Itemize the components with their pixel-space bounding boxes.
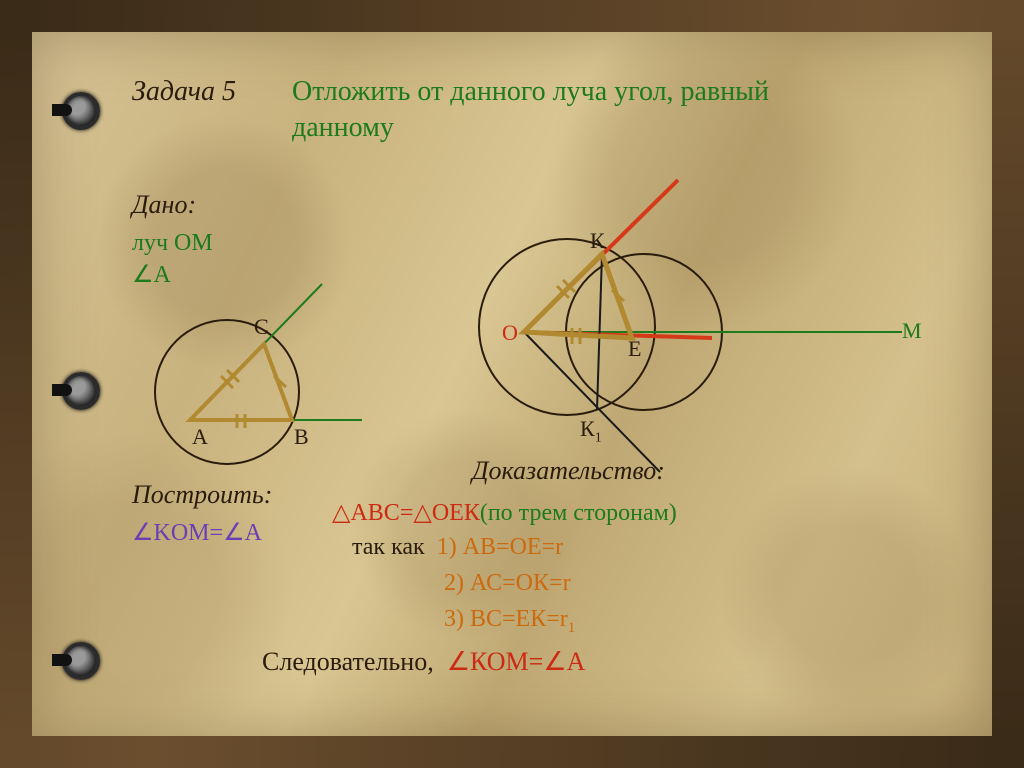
- triangle-oek: [524, 254, 632, 338]
- label-k1-letter: К: [580, 416, 595, 441]
- label-b: В: [294, 424, 309, 450]
- proof-triangles: △АВС=△ОЕК(по трем сторонам): [332, 498, 677, 527]
- proof-tri-lhs: АВС=: [350, 500, 413, 526]
- figure-left: [32, 232, 392, 492]
- proof-r2-eq: АС=ОК=: [470, 570, 563, 596]
- label-k: К: [590, 228, 605, 254]
- triangle-abc: [190, 344, 292, 420]
- label-e: Е: [628, 336, 641, 362]
- proof-r2-num: 2): [444, 570, 464, 596]
- angle-icon: ∠: [447, 646, 470, 676]
- proof-r2-r: r: [563, 570, 571, 596]
- label-a: А: [192, 424, 208, 450]
- proof-pre: так как: [352, 534, 425, 560]
- slide-page: Задача 5 Отложить от данного луча угол, …: [32, 32, 992, 736]
- task-title-line2: данному: [292, 112, 394, 144]
- label-k1: К1: [580, 416, 602, 446]
- proof-r1-r: r: [555, 534, 563, 560]
- proof-tri-rhs: ОЕК: [432, 500, 480, 526]
- proof-r3-eq: ВС=ЕК=: [470, 606, 560, 632]
- proof-concl-rhs: А: [567, 647, 586, 676]
- label-k1-sub: 1: [595, 430, 602, 445]
- proof-r3-num: 3): [444, 606, 464, 632]
- proof-concl-pre: Следовательно,: [262, 647, 434, 676]
- label-o: О: [502, 320, 518, 346]
- proof-tri-note: (по трем сторонам): [480, 500, 677, 526]
- proof-r3-sub: 1: [568, 620, 576, 636]
- build-lhs: KOM=: [154, 520, 224, 546]
- proof-r1-eq: АВ=ОЕ=: [463, 534, 555, 560]
- label-m: М: [902, 318, 922, 344]
- proof-concl-lhs: КОМ=: [470, 647, 543, 676]
- proof-row3: 3) ВС=ЕК=r1: [444, 606, 575, 637]
- binder-ring-icon: [62, 642, 100, 680]
- given-heading: Дано:: [132, 190, 196, 220]
- task-number: Задача 5: [132, 76, 236, 108]
- angle-icon: ∠: [223, 520, 245, 546]
- triangle-icon: △: [413, 500, 431, 526]
- proof-row2: 2) АС=ОК=r: [444, 570, 571, 597]
- build-expr: ∠KOM=∠A: [132, 518, 262, 547]
- binder-ring-icon: [62, 92, 100, 130]
- proof-row1: так как 1) АВ=ОЕ=r: [352, 534, 563, 561]
- label-c: С: [254, 314, 269, 340]
- proof-conclusion: Следовательно, ∠КОМ=∠А: [262, 646, 585, 677]
- angle-icon: ∠: [543, 646, 566, 676]
- build-rhs: A: [245, 520, 262, 546]
- figure-right: [412, 152, 972, 492]
- proof-r3-r: r: [560, 606, 568, 632]
- proof-r1-num: 1): [437, 534, 457, 560]
- circle-a: [155, 320, 299, 464]
- proof-heading: Доказательство:: [472, 456, 665, 486]
- angle-icon: ∠: [132, 519, 154, 546]
- task-title-line1: Отложить от данного луча угол, равный: [292, 76, 769, 108]
- triangle-icon: △: [332, 500, 350, 526]
